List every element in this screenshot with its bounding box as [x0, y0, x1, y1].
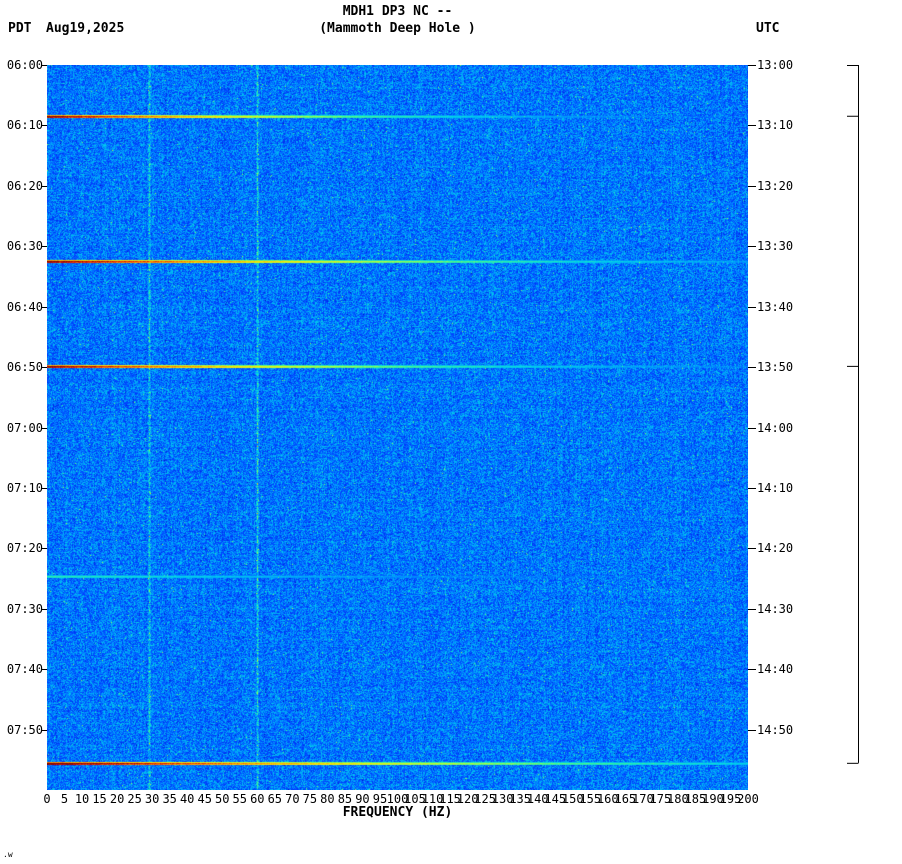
- y-axis-tick-right: [748, 65, 756, 66]
- y-axis-label-right: 13:20: [757, 178, 794, 193]
- y-axis-tick-left: [42, 608, 47, 610]
- y-axis-label-right: 13:50: [757, 360, 794, 375]
- y-axis-label-left: 07:00: [6, 420, 43, 435]
- y-axis-tick-left: [42, 246, 47, 248]
- x-axis-tick-label: 130: [491, 792, 514, 806]
- y-axis-label-left: 07:30: [6, 601, 43, 616]
- y-axis-tick-left: [42, 306, 47, 308]
- x-axis-tick-label: 35: [162, 792, 177, 806]
- x-axis-tick-label: 195: [719, 792, 742, 806]
- x-axis-tick-label: 165: [614, 792, 637, 806]
- x-axis-tick-label: 10: [74, 792, 90, 806]
- x-axis-tick-label: 85: [337, 792, 353, 806]
- y-axis-label-left: 07:20: [6, 541, 43, 556]
- y-axis-tick-left: [42, 487, 47, 489]
- y-axis-tick-left: [42, 367, 47, 369]
- y-axis-tick-right: [748, 729, 756, 731]
- x-axis-tick-label: 190: [702, 792, 724, 806]
- x-axis-tick-label: 90: [355, 792, 370, 806]
- y-axis-tick-left: [42, 427, 47, 429]
- y-axis-label-left: 07:10: [6, 480, 43, 495]
- x-axis-tick-label: 155: [579, 792, 602, 806]
- x-axis-tick-label: 45: [197, 792, 212, 806]
- page-subtitle: (Mammoth Deep Hole ): [319, 21, 476, 36]
- y-axis-label-right: 13:10: [757, 118, 794, 133]
- x-axis-tick-label: 120: [456, 792, 479, 806]
- x-axis-tick-label: 25: [127, 792, 142, 806]
- x-axis-tick-label: 180: [667, 792, 689, 806]
- timezone-right-label: UTC: [756, 21, 780, 36]
- x-axis-tick-label: 170: [632, 792, 654, 806]
- x-axis-tick-label: 80: [320, 792, 335, 806]
- y-axis-tick-right: [748, 125, 756, 127]
- y-axis-tick-left: [42, 669, 47, 671]
- y-axis-label-right: 14:10: [757, 480, 794, 495]
- y-axis-label-right: 14:00: [757, 420, 794, 435]
- y-axis-tick-left: [42, 548, 47, 550]
- x-axis-tick-label: 5: [60, 792, 69, 806]
- y-axis-tick-right: [748, 246, 756, 248]
- x-axis-tick-label: 55: [232, 792, 247, 806]
- x-axis-tick-label: 140: [526, 792, 549, 806]
- y-axis-label-right: 14:30: [757, 601, 794, 616]
- x-axis-tick-label: 125: [474, 792, 496, 806]
- y-axis-label-left: 06:00: [6, 58, 43, 72]
- x-axis-tick-label: 185: [684, 792, 707, 806]
- x-axis-tick-label: 50: [215, 792, 230, 806]
- x-axis-tick-label: 0: [43, 792, 51, 806]
- x-axis-tick-label: 100: [386, 792, 409, 806]
- y-axis-tick-left: [42, 125, 47, 127]
- x-axis-tick-label: 175: [649, 792, 672, 806]
- y-axis-tick-right: [748, 487, 756, 489]
- x-axis-tick-label: 75: [302, 792, 318, 806]
- x-axis-tick-label: 65: [267, 792, 283, 806]
- date-label: Aug19,2025: [46, 21, 125, 36]
- y-axis-label-left: 06:20: [6, 178, 43, 193]
- y-axis-label-right: 14:20: [757, 541, 794, 556]
- y-axis-label-left: 06:10: [6, 118, 43, 133]
- y-axis-tick-right: [748, 608, 756, 610]
- y-axis-tick-left: [42, 729, 47, 731]
- x-axis-tick-label: 40: [179, 792, 195, 806]
- x-axis-tick-label: 115: [439, 792, 461, 806]
- y-axis-label-left: 07:50: [6, 722, 43, 737]
- x-axis-tick-label: 110: [421, 792, 444, 806]
- x-axis-tick-label: 20: [109, 792, 125, 806]
- x-axis-tick-label: 15: [92, 792, 107, 806]
- y-axis-label-right: 13:40: [757, 299, 794, 314]
- y-axis-label-left: 06:50: [6, 360, 43, 375]
- y-axis-tick-right: [748, 548, 756, 550]
- y-axis-label-right: 13:00: [757, 58, 794, 72]
- y-axis-label-right: 14:50: [757, 722, 794, 737]
- frequency-axis-label: FREQUENCY (HZ): [342, 805, 453, 820]
- corner-mark: .w: [3, 850, 13, 859]
- y-axis-tick-left: [42, 185, 47, 187]
- y-axis-label-right: 13:30: [757, 239, 794, 254]
- y-axis-label-right: 14:40: [757, 662, 794, 677]
- y-axis-label-left: 06:30: [6, 239, 43, 254]
- y-axis-tick-left: [42, 65, 47, 66]
- x-axis-tick-label: 150: [561, 792, 584, 806]
- x-axis-tick-label: 30: [144, 792, 160, 806]
- y-axis-tick-right: [748, 427, 756, 429]
- timezone-left-label: PDT: [8, 21, 32, 36]
- x-axis-tick-label: 95: [372, 792, 388, 806]
- y-axis-tick-right: [748, 367, 756, 369]
- spectrogram-canvas: [47, 65, 748, 790]
- x-axis-tick-label: 70: [285, 792, 300, 806]
- x-axis-tick-label: 60: [250, 792, 265, 806]
- x-axis-tick-label: 105: [404, 792, 426, 806]
- x-axis-tick-label: 160: [596, 792, 619, 806]
- y-axis-label-left: 06:40: [6, 299, 43, 314]
- x-axis-tick-label: 200: [737, 792, 759, 806]
- y-axis-tick-right: [748, 669, 756, 671]
- page-title: MDH1 DP3 NC --: [342, 4, 453, 19]
- x-axis-tick-label: 135: [509, 792, 532, 806]
- x-axis-tick-label: 145: [544, 792, 567, 806]
- y-axis-tick-right: [748, 306, 756, 308]
- y-axis-label-left: 07:40: [6, 662, 43, 677]
- y-axis-tick-right: [748, 185, 756, 187]
